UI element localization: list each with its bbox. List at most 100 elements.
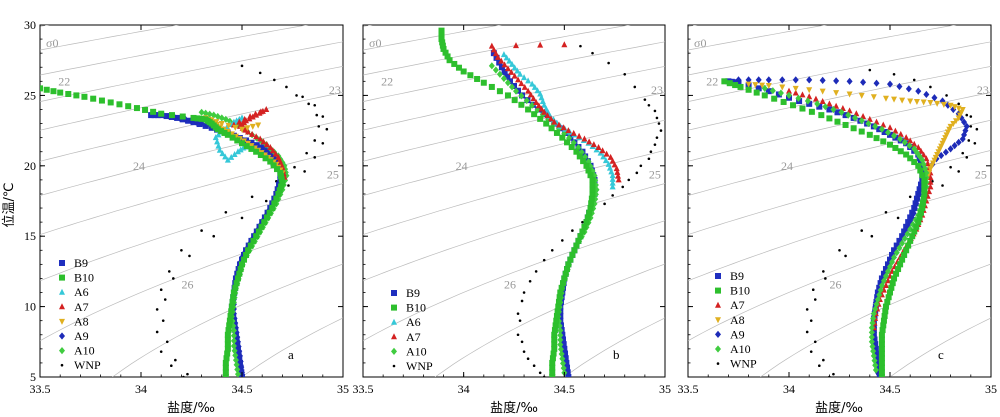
point-b10 — [440, 45, 447, 52]
point-a6 — [234, 148, 241, 155]
point-b10 — [278, 183, 285, 190]
point-a9 — [792, 76, 799, 84]
point-b10 — [575, 237, 582, 244]
point-a7 — [267, 143, 274, 150]
legend-marker-b9 — [715, 273, 721, 279]
point-wnp — [303, 170, 306, 173]
point-b10 — [273, 195, 280, 202]
point-b10 — [907, 155, 914, 162]
isopycnal-line — [363, 25, 373, 27]
point-a10 — [884, 128, 891, 137]
point-b10 — [907, 237, 914, 244]
point-a6 — [511, 64, 518, 71]
legend-marker-a10 — [59, 347, 65, 355]
point-b10 — [455, 64, 462, 71]
point-b10 — [573, 148, 580, 155]
point-a9 — [963, 122, 970, 130]
point-b10 — [225, 327, 232, 334]
point-b10 — [721, 78, 728, 85]
point-b9 — [154, 112, 161, 119]
isopycnal-line — [40, 183, 343, 282]
point-b9 — [816, 103, 823, 110]
point-b10 — [568, 144, 575, 151]
isopycnal-line — [363, 150, 665, 235]
legend-marker-a8 — [715, 317, 721, 324]
isopycnal-line — [40, 66, 343, 131]
panel-b-frame — [362, 24, 666, 378]
point-wnp — [550, 248, 554, 252]
point-wnp — [212, 234, 216, 238]
point-a10 — [769, 87, 776, 95]
y-tick-label: 15 — [24, 229, 36, 243]
point-b10 — [239, 261, 245, 268]
point-wnp — [528, 279, 532, 283]
x-tick-label: 35 — [985, 382, 997, 396]
point-wnp — [659, 129, 663, 132]
point-b10 — [878, 336, 885, 343]
point-a9 — [234, 333, 241, 341]
panel-a-ticks: 33.5 34 34.5 35 5 10 15 20 25 30 — [24, 18, 349, 396]
point-wnp — [649, 150, 653, 154]
point-wnp — [295, 94, 298, 97]
point-a8 — [833, 90, 840, 97]
point-b9 — [796, 98, 803, 105]
legend-marker-b9 — [391, 290, 397, 296]
legend-marker-a7 — [391, 333, 397, 340]
point-a6 — [608, 168, 615, 175]
point-wnp — [653, 143, 657, 146]
isopycnal-line — [40, 25, 50, 27]
isopycnal-line — [688, 92, 991, 162]
point-a10 — [868, 333, 875, 341]
point-a7 — [513, 42, 520, 49]
point-a9 — [873, 79, 880, 87]
point-b10 — [887, 141, 893, 148]
point-b10 — [878, 331, 885, 338]
point-a10 — [878, 281, 885, 290]
isopycnal-line — [688, 220, 991, 342]
point-a7 — [276, 157, 283, 164]
point-wnp — [607, 61, 610, 65]
point-a7 — [492, 50, 499, 57]
point-wnp — [321, 115, 325, 118]
point-wnp — [912, 78, 916, 82]
point-wnp — [945, 94, 948, 97]
point-b9 — [501, 68, 508, 75]
point-wnp — [838, 248, 841, 252]
point-b10 — [224, 350, 231, 357]
point-wnp — [313, 103, 317, 107]
isopycnal-label: 25 — [649, 167, 661, 181]
point-a7 — [926, 188, 933, 195]
isopycnal-line — [112, 263, 343, 377]
point-b10 — [261, 219, 268, 226]
point-a7 — [833, 102, 840, 109]
point-wnp — [635, 171, 639, 175]
point-a6 — [609, 179, 616, 186]
point-a6 — [602, 157, 609, 164]
panel-a-isopycnals — [40, 25, 343, 377]
point-b10 — [576, 153, 583, 160]
point-a7 — [911, 140, 918, 147]
point-a10 — [869, 319, 876, 327]
point-wnp — [250, 195, 254, 199]
point-b10 — [589, 186, 596, 193]
point-a7 — [498, 57, 505, 64]
point-a7 — [260, 138, 267, 145]
point-a9 — [951, 142, 958, 150]
point-a8 — [765, 83, 772, 90]
legend-label-a10: A10 — [406, 344, 427, 358]
point-b10 — [531, 111, 538, 118]
point-a10 — [795, 94, 802, 102]
point-b10 — [878, 364, 885, 371]
point-a6 — [609, 172, 616, 179]
point-a7 — [537, 41, 544, 48]
point-b10 — [271, 200, 278, 207]
legend-label-b10: B10 — [74, 271, 94, 285]
panel-c-x-axis-title: 盐度/‰ — [815, 400, 863, 416]
point-a9 — [819, 76, 826, 84]
point-a7 — [241, 115, 248, 122]
point-wnp — [832, 372, 835, 376]
point-a10 — [884, 267, 891, 275]
isopycnal-label: 22 — [706, 75, 718, 89]
point-a6 — [606, 164, 613, 171]
